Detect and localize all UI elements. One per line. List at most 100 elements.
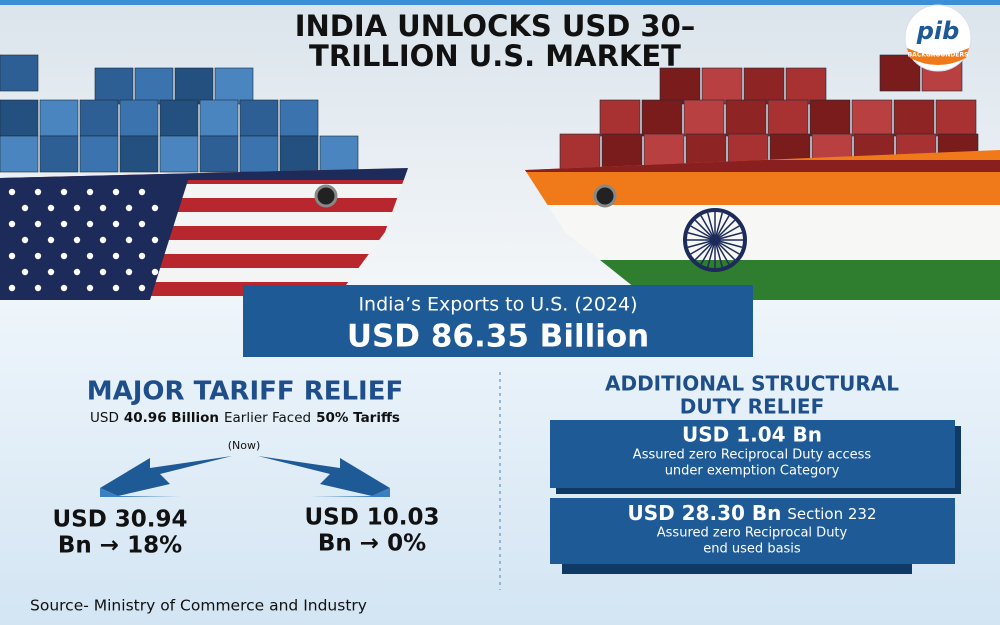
chakra-spoke bbox=[687, 239, 716, 248]
white-band bbox=[525, 205, 1000, 260]
star bbox=[60, 220, 68, 228]
star bbox=[8, 188, 16, 196]
subtitle: USD 40.96 Billion Earlier Faced 50% Tariffs bbox=[90, 410, 400, 426]
subtitle-part: 40.96 Billion bbox=[124, 410, 219, 426]
exports-label: India’s Exports to U.S. (2024) bbox=[358, 294, 637, 316]
logo-mark: pib bbox=[916, 17, 960, 45]
container bbox=[279, 99, 319, 137]
star bbox=[21, 268, 29, 276]
container bbox=[39, 99, 79, 137]
subtitle-part: 50% Tariffs bbox=[316, 410, 400, 426]
container bbox=[879, 54, 921, 92]
title-line: TRILLION U.S. MARKET bbox=[309, 39, 681, 73]
star bbox=[99, 204, 107, 212]
container bbox=[119, 135, 159, 173]
chakra-spoke bbox=[694, 219, 716, 241]
star bbox=[73, 204, 81, 212]
section-title: DUTY RELIEF bbox=[680, 395, 825, 419]
chakra-spoke bbox=[714, 219, 736, 241]
star bbox=[34, 220, 42, 228]
container bbox=[79, 135, 119, 173]
star bbox=[138, 284, 146, 292]
container bbox=[935, 99, 977, 137]
container bbox=[683, 99, 725, 137]
star bbox=[138, 220, 146, 228]
star bbox=[125, 268, 133, 276]
relief-amount: USD 30.94 bbox=[52, 507, 187, 533]
star bbox=[86, 284, 94, 292]
chakra-spoke bbox=[714, 215, 730, 241]
relief-amount: USD 10.03 bbox=[304, 505, 439, 531]
logo-tagline: BACKGROUNDERS bbox=[908, 52, 969, 59]
container bbox=[214, 67, 254, 105]
container bbox=[725, 99, 767, 137]
container bbox=[851, 99, 893, 137]
container bbox=[159, 135, 199, 173]
chakra-spoke bbox=[714, 232, 743, 241]
container bbox=[559, 133, 601, 171]
now-label: (Now) bbox=[228, 439, 261, 452]
star bbox=[47, 204, 55, 212]
logo-swoosh bbox=[907, 48, 969, 65]
container bbox=[134, 67, 174, 105]
container bbox=[319, 135, 359, 173]
star bbox=[125, 236, 133, 244]
container bbox=[199, 135, 239, 173]
container bbox=[279, 135, 319, 173]
relief-box bbox=[550, 498, 955, 564]
container bbox=[0, 54, 39, 92]
container bbox=[701, 67, 743, 105]
container bbox=[0, 99, 39, 137]
stripe bbox=[0, 296, 408, 300]
chakra-spoke bbox=[707, 212, 716, 241]
star bbox=[112, 188, 120, 196]
star bbox=[34, 252, 42, 260]
us-containers bbox=[0, 54, 359, 173]
chakra-spoke bbox=[714, 239, 743, 248]
star bbox=[112, 252, 120, 260]
chakra bbox=[683, 208, 747, 272]
star bbox=[138, 252, 146, 260]
box-note: Section 232 bbox=[787, 505, 876, 523]
star bbox=[60, 284, 68, 292]
star bbox=[125, 204, 133, 212]
star bbox=[73, 268, 81, 276]
star bbox=[21, 204, 29, 212]
star bbox=[60, 188, 68, 196]
relief-rate: Bn → 0% bbox=[318, 531, 426, 557]
container bbox=[785, 67, 827, 105]
star bbox=[34, 188, 42, 196]
section-title: MAJOR TARIFF RELIEF bbox=[87, 377, 404, 407]
relief-rate: Bn → 18% bbox=[58, 533, 182, 559]
chakra-spoke bbox=[690, 239, 716, 255]
box-text: end used basis bbox=[703, 542, 801, 557]
container bbox=[643, 133, 685, 171]
container bbox=[239, 135, 279, 173]
star bbox=[138, 188, 146, 196]
relief-box bbox=[550, 420, 955, 488]
container bbox=[39, 135, 79, 173]
box-text: Assured zero Reciprocal Duty access bbox=[633, 448, 872, 463]
star bbox=[21, 236, 29, 244]
chakra-spoke bbox=[700, 239, 716, 265]
box-text: Assured zero Reciprocal Duty bbox=[657, 526, 848, 541]
star bbox=[151, 268, 159, 276]
star bbox=[99, 236, 107, 244]
container bbox=[599, 99, 641, 137]
container bbox=[809, 99, 851, 137]
container bbox=[767, 99, 809, 137]
chakra-spoke bbox=[707, 239, 716, 268]
chakra-spoke bbox=[714, 225, 740, 241]
star bbox=[73, 236, 81, 244]
chakra-spoke bbox=[694, 239, 716, 261]
arrow-left bbox=[100, 456, 232, 496]
container bbox=[94, 67, 134, 105]
arrow-right bbox=[258, 456, 390, 496]
exports-box bbox=[243, 285, 753, 357]
subtitle-part: Earlier Faced bbox=[224, 410, 311, 426]
top-border bbox=[0, 0, 1000, 5]
us-stars bbox=[8, 188, 159, 292]
star bbox=[86, 220, 94, 228]
subtitle-part: USD bbox=[90, 410, 119, 426]
